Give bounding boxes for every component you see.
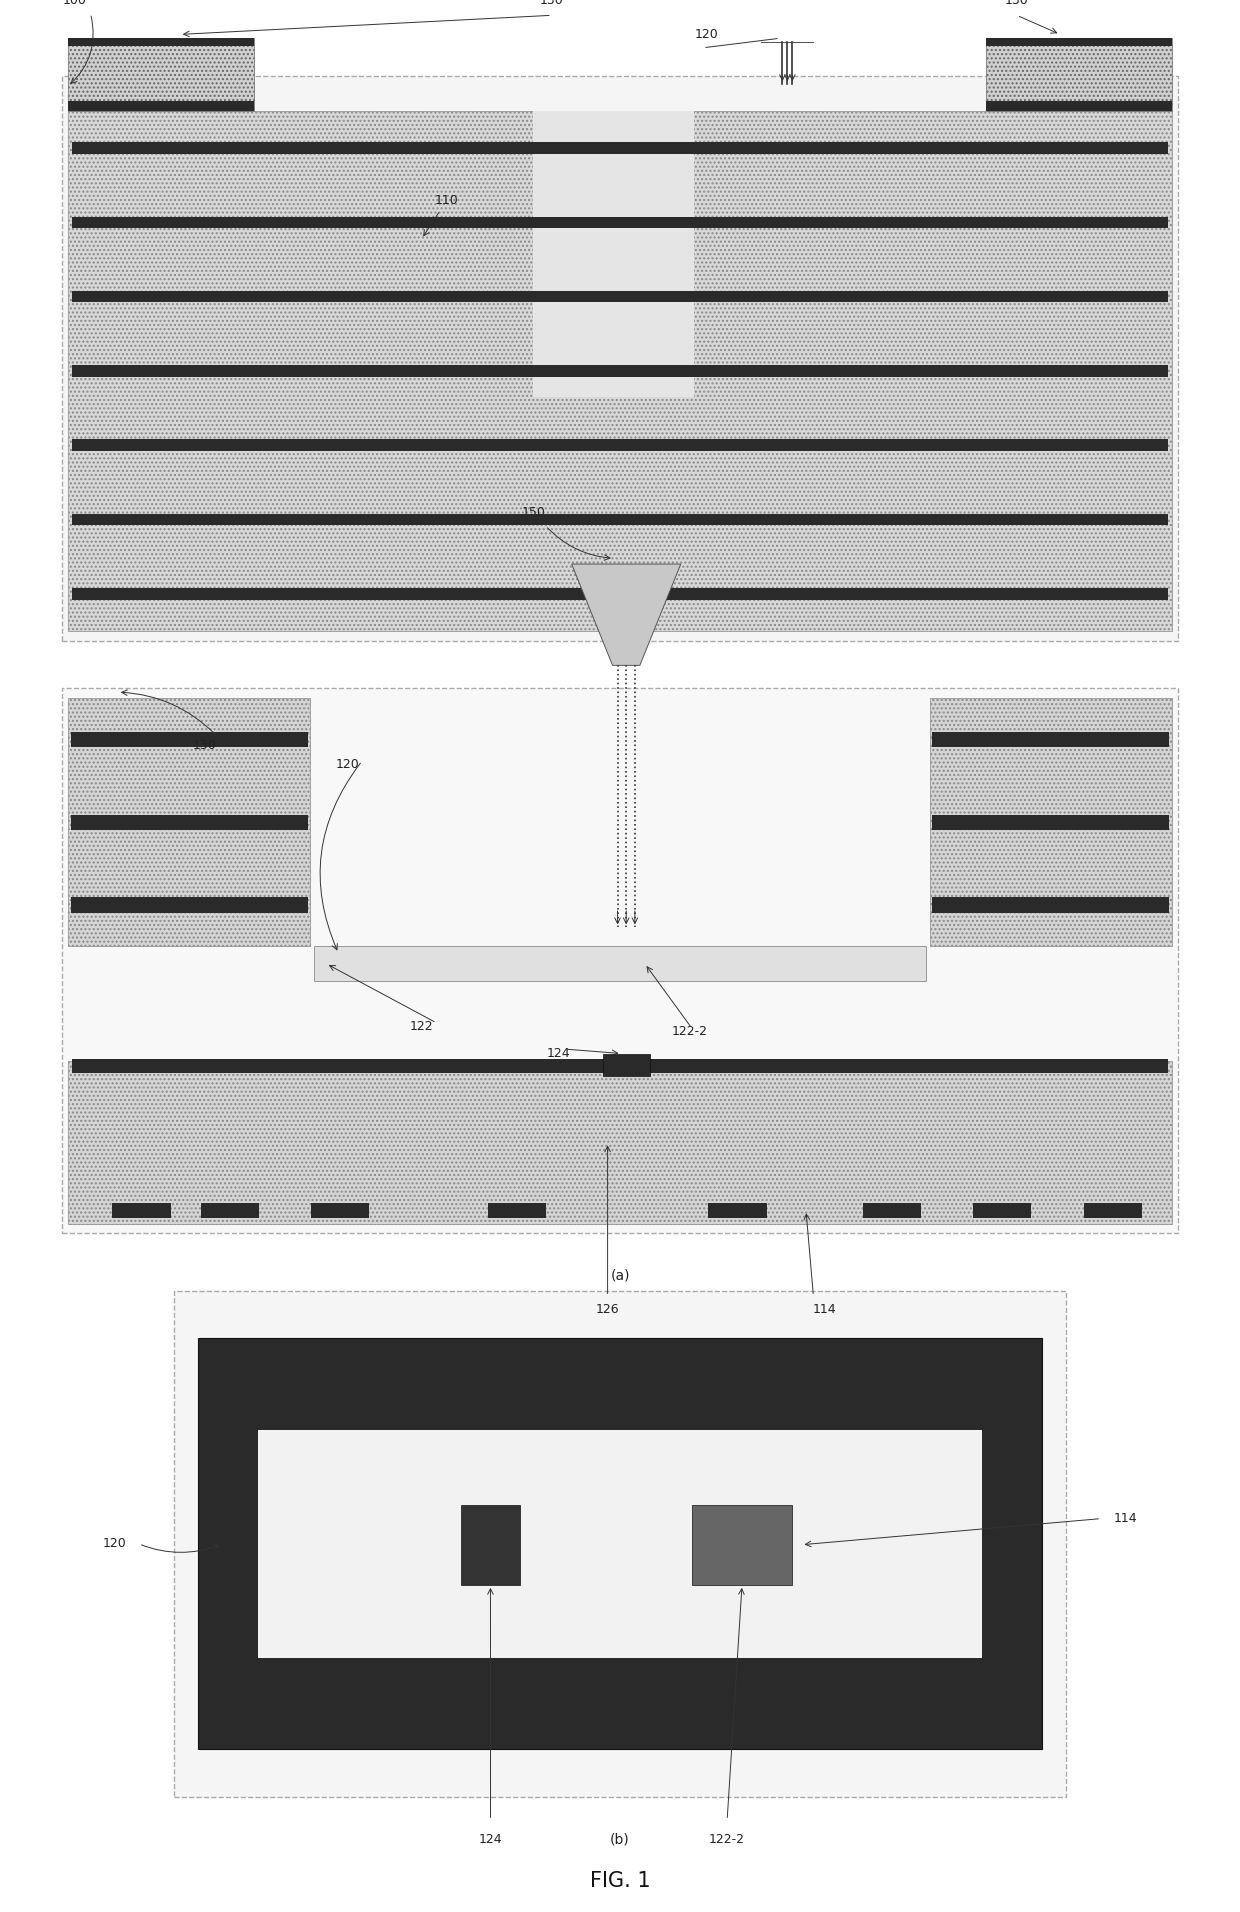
Text: 114: 114 bbox=[1114, 1512, 1138, 1526]
Bar bbox=[973, 1203, 1032, 1218]
Text: 124: 124 bbox=[546, 1048, 570, 1059]
Bar bbox=[71, 732, 308, 748]
Text: 126: 126 bbox=[595, 1304, 620, 1315]
Bar bbox=[487, 1203, 546, 1218]
Bar bbox=[986, 38, 1172, 111]
Bar bbox=[201, 1203, 259, 1218]
Text: 114: 114 bbox=[812, 1304, 837, 1315]
Bar bbox=[71, 815, 308, 830]
Text: (b): (b) bbox=[610, 1832, 630, 1847]
Bar bbox=[113, 1203, 171, 1218]
Text: 124: 124 bbox=[479, 1834, 502, 1845]
Text: 122-2: 122-2 bbox=[709, 1834, 745, 1845]
Bar bbox=[72, 514, 1168, 526]
Bar bbox=[692, 1505, 791, 1585]
Bar bbox=[72, 589, 1168, 600]
Bar bbox=[71, 897, 308, 912]
Text: (a): (a) bbox=[610, 1268, 630, 1283]
Bar bbox=[461, 1505, 521, 1585]
Text: 122-2: 122-2 bbox=[671, 1025, 708, 1038]
Bar bbox=[68, 698, 310, 946]
Bar bbox=[311, 1203, 370, 1218]
Bar bbox=[62, 76, 1178, 641]
Bar bbox=[932, 815, 1169, 830]
Bar bbox=[68, 38, 254, 111]
Bar bbox=[72, 1059, 1168, 1073]
Text: 130: 130 bbox=[539, 0, 564, 6]
Bar bbox=[258, 1430, 982, 1658]
Bar bbox=[72, 440, 1168, 451]
Bar bbox=[932, 732, 1169, 748]
Text: 120: 120 bbox=[335, 759, 360, 771]
Bar bbox=[708, 1203, 766, 1218]
Bar bbox=[72, 291, 1168, 302]
Bar bbox=[932, 897, 1169, 912]
Text: 110: 110 bbox=[434, 195, 459, 206]
Text: 150: 150 bbox=[521, 507, 546, 518]
Text: 120: 120 bbox=[102, 1537, 126, 1551]
Bar bbox=[68, 111, 1172, 631]
Text: 122: 122 bbox=[409, 1019, 434, 1032]
Text: 130: 130 bbox=[192, 740, 217, 751]
Bar bbox=[986, 101, 1172, 111]
Text: 130: 130 bbox=[1004, 0, 1029, 6]
Bar bbox=[72, 141, 1168, 153]
Text: FIG. 1: FIG. 1 bbox=[590, 1872, 650, 1891]
Bar bbox=[314, 946, 926, 981]
Bar bbox=[603, 1054, 650, 1076]
Bar bbox=[986, 38, 1172, 46]
Polygon shape bbox=[572, 564, 681, 665]
Bar bbox=[62, 688, 1178, 1233]
Bar bbox=[533, 111, 694, 398]
Bar bbox=[198, 1338, 1042, 1749]
Bar bbox=[72, 216, 1168, 228]
Bar bbox=[68, 1061, 1172, 1224]
Bar bbox=[68, 38, 254, 46]
Bar bbox=[68, 101, 254, 111]
Bar bbox=[930, 698, 1172, 946]
Bar bbox=[174, 1291, 1066, 1797]
Text: 100: 100 bbox=[62, 0, 87, 6]
Text: 120: 120 bbox=[694, 29, 719, 40]
Bar bbox=[72, 365, 1168, 377]
Bar bbox=[863, 1203, 921, 1218]
Bar bbox=[1084, 1203, 1142, 1218]
